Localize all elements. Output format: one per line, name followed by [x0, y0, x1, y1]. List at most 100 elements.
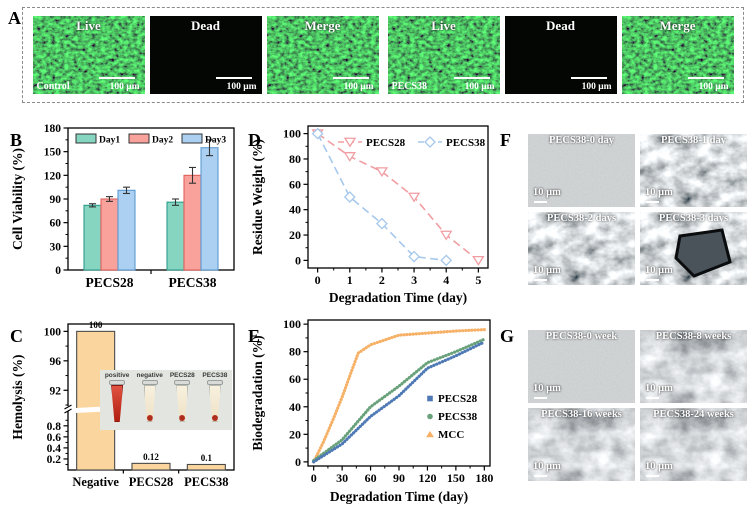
- scale-bar: [453, 76, 490, 79]
- panel-g-sem-weeks: G PECS38-0 week 10 μm PECS38-8 weeks 10 …: [498, 308, 748, 508]
- micrograph-group-pecs38: Live PECS38 100 μm Dead 100 μm Merge 100…: [387, 16, 734, 94]
- tube-body: [143, 385, 156, 422]
- micrograph-title: PECS38-24 weeks: [653, 409, 734, 420]
- micrograph-channel-label: Dead: [191, 18, 220, 33]
- micrograph-texture: [32, 16, 145, 94]
- svg-text:Residue Weight (%): Residue Weight (%): [250, 139, 265, 255]
- micrograph-title: PECS38-0 week: [545, 331, 618, 342]
- svg-text:30: 30: [50, 241, 62, 253]
- tube-cap: [206, 380, 223, 385]
- panel-label-e: E: [248, 326, 261, 346]
- svg-text:0: 0: [295, 455, 301, 469]
- svg-text:20: 20: [289, 427, 301, 441]
- scale-bar-label: 100 μm: [226, 82, 257, 92]
- svg-text:PECS28: PECS28: [85, 275, 133, 290]
- svg-text:120: 120: [418, 471, 436, 485]
- micrograph-channel-label: Dead: [546, 18, 575, 33]
- scale-bar: [534, 201, 547, 203]
- scale-bar: [570, 76, 607, 79]
- svg-text:0.1: 0.1: [201, 453, 213, 463]
- micrograph-channel-label: Merge: [659, 18, 696, 33]
- hemolysis-tube: positive: [102, 372, 133, 424]
- micrograph-texture: [528, 330, 635, 403]
- tube-cap: [141, 380, 158, 385]
- svg-text:Biodegradation (%): Biodegradation (%): [250, 335, 265, 450]
- tube-graphic: [141, 380, 158, 424]
- svg-text:4: 4: [443, 273, 449, 287]
- scale-bar: [332, 76, 369, 79]
- svg-text:Degradation Time (day): Degradation Time (day): [329, 290, 467, 305]
- svg-text:MCC: MCC: [438, 429, 464, 441]
- svg-text:1: 1: [347, 273, 353, 287]
- panel-a-live-dead: A Live Control 100 μm Dead 100 μm Merge …: [6, 4, 746, 106]
- scale-bar-label: 10 μm: [533, 461, 561, 472]
- scale-bar-label: 10 μm: [533, 383, 561, 394]
- panel-f-sem-days: F PECS38-0 day 10 μm PECS38-1 day 10 μm …: [498, 112, 748, 308]
- svg-text:80: 80: [289, 345, 301, 359]
- micrograph-texture: [640, 408, 747, 481]
- micrograph-title: PECS38-1 day: [660, 135, 727, 146]
- sem-micrograph: PECS38-1 day 10 μm: [640, 134, 747, 207]
- tube-pellet: [179, 415, 186, 421]
- biodegradation-line-chart: 0 30 60 90 120 150 180 0 20 40 60 80 100 PECS28 PECS38…: [250, 317, 493, 504]
- scale-bar: [646, 397, 659, 399]
- sem-micrograph: PECS38-16 weeks 10 μm: [528, 408, 635, 481]
- fluorescence-micrograph: Dead 100 μm: [504, 16, 617, 94]
- panel-label-a: A: [8, 8, 21, 28]
- svg-text:PECS28: PECS28: [129, 475, 173, 489]
- svg-text:5: 5: [475, 273, 481, 287]
- scale-bar: [534, 397, 547, 399]
- micrograph-texture: [528, 212, 635, 285]
- hemolysis-tube: PECS38: [199, 372, 230, 424]
- micrograph-channel-label: Live: [431, 18, 456, 33]
- svg-text:0: 0: [295, 253, 301, 267]
- svg-text:Day2: Day2: [152, 136, 173, 146]
- scale-bar: [534, 475, 547, 477]
- svg-text:180: 180: [475, 471, 493, 485]
- cell-viability-bar-chart: 0 30 60 90 120 150 180 PECS28 PECS38 Day1 Day2 Day3…: [10, 123, 235, 290]
- tube-graphic: [109, 380, 126, 424]
- svg-text:150: 150: [44, 147, 62, 159]
- svg-text:100: 100: [44, 326, 62, 338]
- svg-text:0.6: 0.6: [47, 432, 62, 444]
- svg-text:Day1: Day1: [99, 136, 120, 146]
- svg-text:40: 40: [289, 203, 301, 217]
- svg-text:PECS38: PECS38: [446, 137, 486, 149]
- micrograph-channel-label: Merge: [304, 18, 341, 33]
- tube-label: positive: [104, 372, 130, 379]
- panel-d-residue-weight: D 0 1 2 3 4 5 0 20 40 60 80 100 PECS28 PECS38 Degradat…: [246, 112, 498, 308]
- micrograph-texture: [504, 16, 617, 94]
- sem-micrograph: PECS38-0 day 10 μm: [528, 134, 635, 207]
- tube-graphic: [174, 380, 191, 424]
- scale-bar-label: 100 μm: [581, 82, 612, 92]
- hemolysis-tube-photo-inset: positive negative PECS28 PECS38: [100, 370, 232, 430]
- svg-text:90: 90: [50, 194, 62, 206]
- svg-text:100: 100: [283, 317, 301, 331]
- scale-bar-label: 100 μm: [464, 82, 495, 92]
- scale-bar-label: 10 μm: [645, 383, 673, 394]
- sem-micrograph: PECS38-3 days 10 μm: [640, 212, 747, 285]
- panel-c-hemolysis: C 92 96 100 0.2 0.4 0.6 0.8 100 0.12 0.1 Negative P…: [8, 308, 244, 508]
- micrograph-title: PECS38-0 day: [548, 135, 615, 146]
- svg-text:0: 0: [315, 273, 321, 287]
- scale-bar-label: 100 μm: [343, 82, 374, 92]
- panel-label-d: D: [248, 130, 261, 150]
- svg-text:PECS38: PECS38: [168, 275, 216, 290]
- svg-text:120: 120: [44, 170, 62, 182]
- svg-text:100: 100: [89, 320, 103, 330]
- tube-label: PECS28: [169, 372, 195, 379]
- fluorescence-micrograph: Dead 100 μm: [149, 16, 262, 94]
- micrograph-title: PECS38-2 days: [546, 213, 617, 224]
- svg-text:Day3: Day3: [205, 136, 226, 146]
- sem-image-grid-weeks: PECS38-0 week 10 μm PECS38-8 weeks 10 μm…: [528, 330, 747, 481]
- micrograph-texture: [640, 330, 747, 403]
- panel-e-biodegradation: E 0 30 60 90 120 150 180 0 20 40 60 80 100 PECS28 PECS…: [246, 308, 498, 510]
- micrograph-title: PECS38-8 weeks: [655, 331, 732, 342]
- svg-text:0: 0: [311, 471, 317, 485]
- tube-body: [111, 385, 124, 422]
- hemolysis-tube: negative: [134, 372, 165, 424]
- svg-text:80: 80: [289, 152, 301, 166]
- svg-text:2: 2: [379, 273, 385, 287]
- fluorescence-micrograph: Live Control 100 μm: [32, 16, 145, 94]
- panel-b-cell-viability: B 0 30 60 90 120 150 180 PECS28 PECS38 Day1 Day2 Da…: [8, 112, 244, 308]
